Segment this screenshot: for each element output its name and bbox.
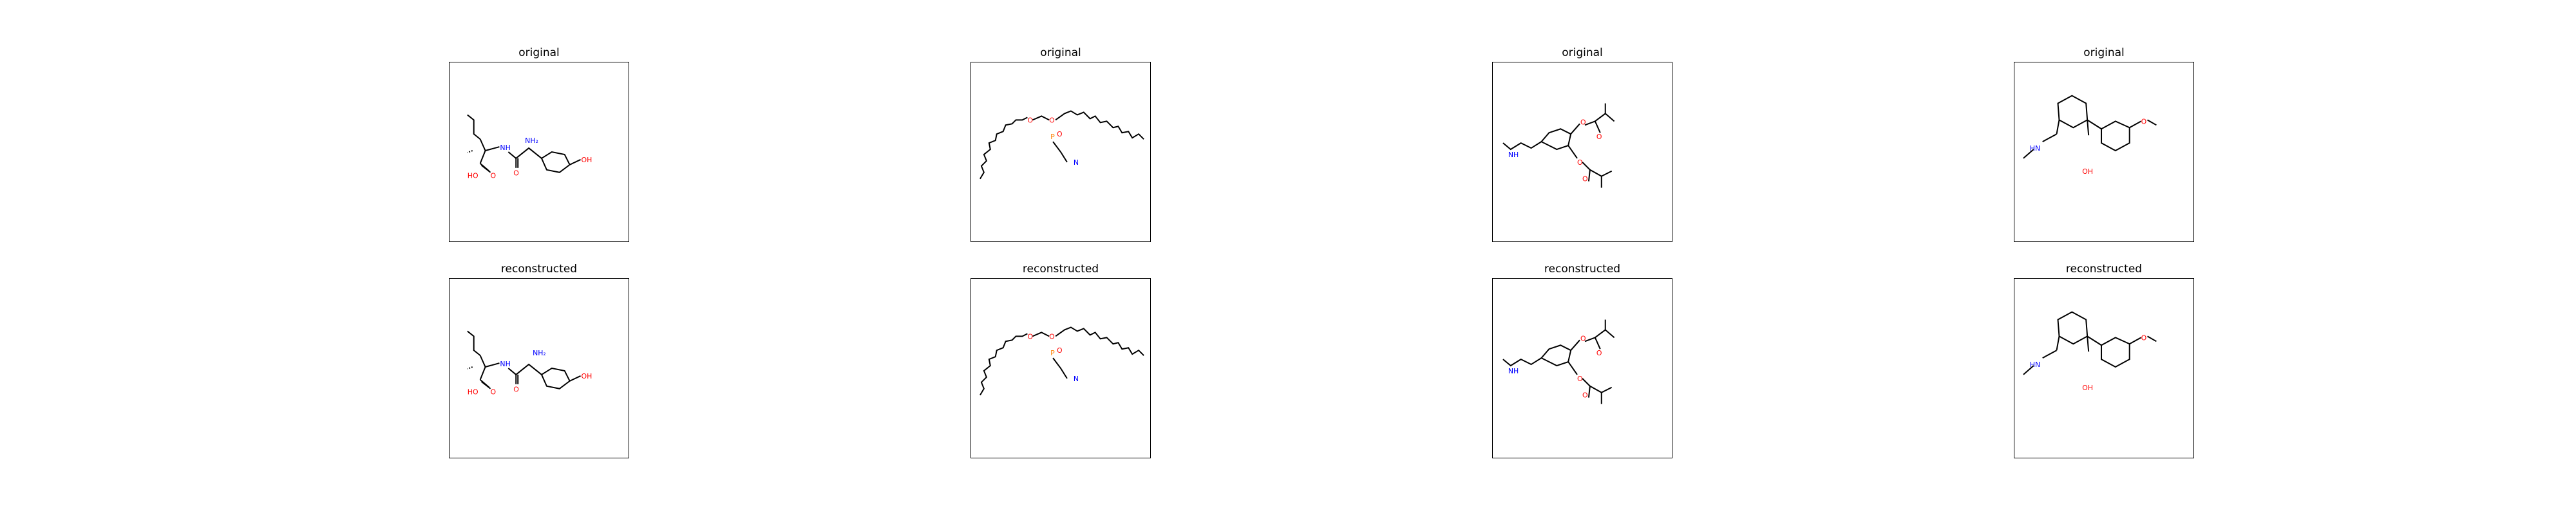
o-label: O (1580, 334, 1586, 342)
molecule-structure-1: NH NH₂ HO O O OH (467, 114, 592, 180)
oh-label: OH (2082, 167, 2093, 176)
o-label: O (1582, 175, 1588, 183)
molecule-structure-3: NH O O O O (1502, 103, 1615, 188)
o-label: O (513, 386, 519, 394)
o-label: O (1027, 116, 1033, 124)
o-label: O (1057, 346, 1063, 355)
o-label: O (491, 388, 497, 397)
o-label: O (513, 169, 519, 178)
molecule-structure-3: NH O O O O (1502, 319, 1615, 404)
nh-label: NH (500, 360, 510, 368)
o-label: O (1049, 332, 1055, 341)
ho-label: HO (468, 388, 478, 397)
o-label: O (2141, 117, 2147, 126)
p-label: P (1050, 133, 1055, 141)
nh2-label: NH₂ (525, 136, 538, 145)
title-original-3: original (1562, 46, 1603, 59)
molecule-structure-1: NH NH₂ HO O O OH (467, 330, 592, 397)
molecule-structure-2: O O P O N (980, 110, 1144, 180)
molecule-structure-2: O O P O N (980, 326, 1144, 396)
molecule-panel-reconstructed-4: HN OH O (2014, 278, 2194, 458)
o-label: O (1027, 332, 1033, 341)
o-label: O (1596, 133, 1602, 141)
molecule-panel-original-1: NH NH₂ HO O O OH (449, 62, 629, 242)
molecule-panel-reconstructed-3: NH O O O O (1492, 278, 1672, 458)
oh-label: OH (582, 372, 592, 380)
title-original-4: original (2083, 46, 2125, 59)
o-label: O (1057, 130, 1063, 138)
nh-label: NH (1508, 151, 1519, 159)
title-reconstructed-2: reconstructed (1022, 263, 1099, 276)
o-label: O (1577, 158, 1583, 167)
nh-label: NH (500, 144, 510, 152)
title-reconstructed-4: reconstructed (2065, 263, 2143, 276)
n-label: N (1074, 158, 1079, 167)
oh-label: OH (2082, 384, 2093, 392)
molecule-panel-original-3: NH O O O O (1492, 62, 1672, 242)
ho-label: HO (468, 172, 478, 180)
title-original-2: original (1040, 46, 1081, 59)
molecule-panel-original-4: HN OH O (2014, 62, 2194, 242)
o-label: O (2141, 333, 2147, 342)
p-label: P (1050, 349, 1055, 357)
nh-label: NH (1508, 367, 1519, 375)
o-label: O (1049, 116, 1055, 124)
title-reconstructed-3: reconstructed (1544, 263, 1621, 276)
molecule-structure-4: HN OH O (2023, 311, 2157, 392)
oh-label: OH (582, 156, 592, 164)
molecule-structure-4: HN OH O (2023, 95, 2157, 176)
title-reconstructed-1: reconstructed (500, 263, 578, 276)
hn-label: HN (2030, 360, 2040, 369)
title-original-1: original (518, 46, 560, 59)
nh2-label: NH₂ (533, 349, 546, 357)
molecule-panel-reconstructed-1: NH NH₂ HO O O OH (449, 278, 629, 458)
n-label: N (1074, 375, 1079, 383)
o-label: O (1577, 375, 1583, 383)
hn-label: HN (2030, 144, 2040, 153)
molecule-panel-original-2: O O P O N (971, 62, 1151, 242)
o-label: O (491, 172, 497, 180)
molecule-panel-reconstructed-2: O O P O N (971, 278, 1151, 458)
o-label: O (1596, 349, 1602, 357)
o-label: O (1582, 391, 1588, 400)
o-label: O (1580, 118, 1586, 126)
